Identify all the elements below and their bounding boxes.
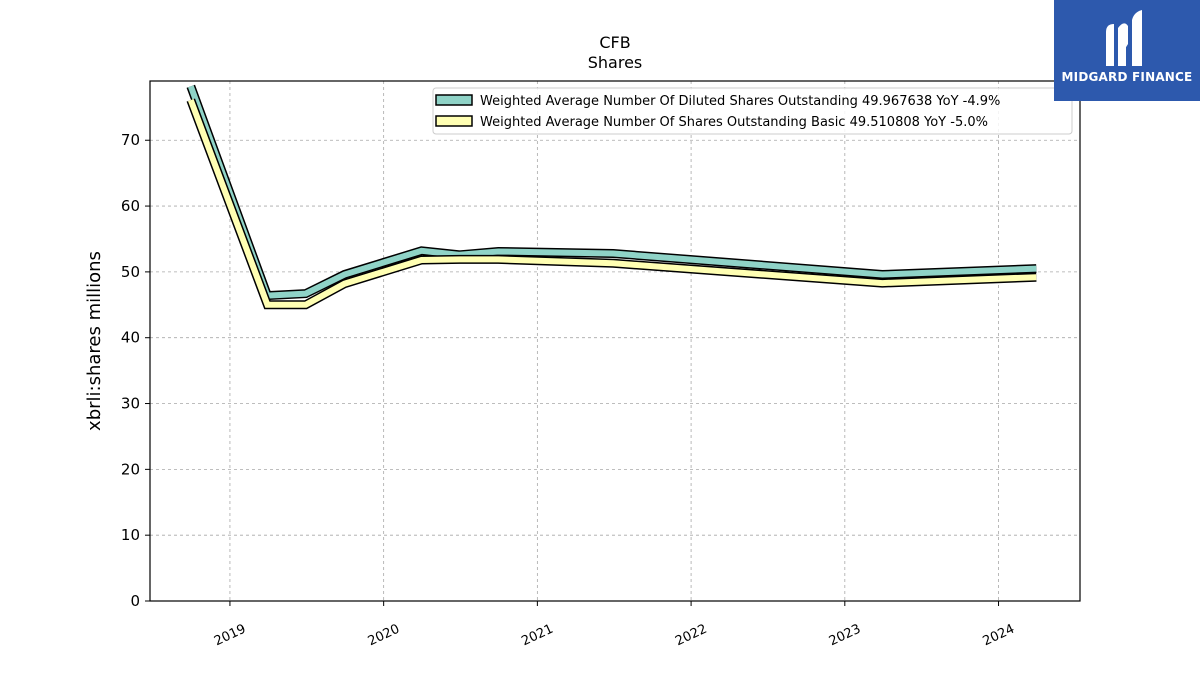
legend-label: Weighted Average Number Of Shares Outsta…	[480, 115, 988, 130]
grid	[150, 81, 1080, 601]
y-axis: 0 10 20 30 40 50 60 70	[121, 131, 150, 610]
x-tick-label: 2023	[827, 622, 863, 650]
chart-title: CFB	[599, 33, 630, 52]
legend-box	[432, 87, 1073, 135]
series-layer	[186, 84, 1037, 310]
chart-subtitle: Shares	[588, 53, 643, 72]
x-axis: 2019 2020 2021 2022 2023 2024	[212, 601, 1017, 649]
y-tick-label: 30	[121, 395, 140, 413]
y-tick-label: 60	[121, 197, 140, 215]
x-tick-label: 2022	[673, 622, 709, 650]
logo-mark-icon	[1106, 10, 1142, 66]
y-tick-label: 40	[121, 329, 140, 347]
legend-swatch	[435, 115, 473, 127]
x-tick-label: 2019	[212, 622, 248, 650]
y-tick-label: 0	[130, 592, 140, 610]
series-line-1	[187, 99, 1037, 308]
legend-swatch	[435, 94, 473, 106]
series-line-0	[187, 85, 1037, 299]
y-tick-label: 70	[121, 131, 140, 149]
x-tick-label: 2020	[366, 622, 402, 650]
legend-label: Weighted Average Number Of Diluted Share…	[480, 94, 1000, 109]
x-tick-label: 2024	[981, 622, 1017, 650]
x-tick-label: 2021	[519, 622, 555, 650]
y-tick-label: 10	[121, 526, 140, 544]
y-tick-label: 20	[121, 460, 140, 478]
y-axis-label: xbrli:shares millions	[84, 251, 105, 431]
logo-text: MIDGARD FINANCE	[1061, 70, 1193, 84]
y-tick-label: 50	[121, 263, 140, 281]
legend[interactable]: Weighted Average Number Of Diluted Share…	[432, 87, 1073, 135]
plot-frame	[149, 80, 1081, 602]
midgard-finance-logo: MIDGARD FINANCE	[1054, 0, 1200, 101]
